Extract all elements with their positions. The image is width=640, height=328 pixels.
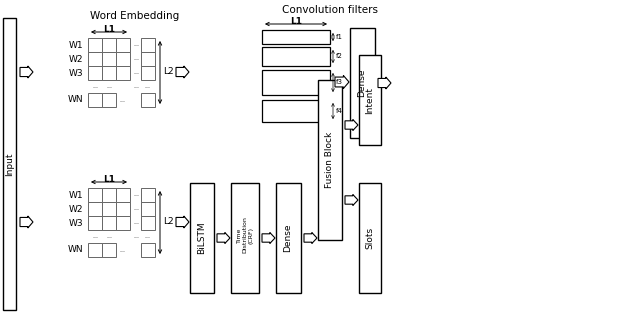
Text: ...: ... [133,84,139,89]
Text: W2: W2 [68,54,83,64]
Text: ...: ... [133,71,139,75]
Text: f4: f4 [335,108,342,114]
Bar [141,243,155,257]
Bar [88,216,102,230]
Bar [262,30,330,44]
Bar [359,55,381,145]
Bar [102,216,116,230]
Bar [102,243,116,257]
Bar [262,70,330,95]
Text: Convolution filters: Convolution filters [282,5,378,15]
Bar [88,202,102,216]
Polygon shape [304,233,317,243]
Text: W3: W3 [68,69,83,77]
Text: ...: ... [106,84,112,89]
Bar [262,100,330,122]
Bar [350,28,375,138]
Bar [141,202,155,216]
Text: Fusion Block: Fusion Block [326,132,335,188]
Bar [88,66,102,80]
Text: f3: f3 [335,79,342,85]
Text: L2: L2 [163,217,173,227]
Text: ...: ... [133,43,139,48]
Text: L1: L1 [103,174,115,183]
Text: W1: W1 [68,191,83,199]
Bar [116,202,130,216]
Text: ...: ... [133,207,139,212]
Polygon shape [217,233,230,243]
Bar [116,188,130,202]
Bar [102,93,116,107]
Text: Input: Input [5,152,14,176]
Text: L1: L1 [103,25,115,33]
Text: ...: ... [119,248,125,253]
Polygon shape [176,66,189,78]
Text: ...: ... [144,234,150,238]
Text: Slots: Slots [365,227,374,249]
Polygon shape [176,216,189,228]
Polygon shape [20,216,33,228]
Bar [116,216,130,230]
Text: f2: f2 [335,53,342,59]
Bar [88,188,102,202]
Polygon shape [345,195,358,206]
Text: ...: ... [133,220,139,226]
Text: ...: ... [144,84,150,89]
Text: ...: ... [119,97,125,102]
Bar [141,188,155,202]
Text: Word Embedding: Word Embedding [90,11,180,21]
Bar [102,38,116,52]
Text: L1: L1 [290,16,302,26]
Text: ...: ... [92,84,98,89]
Text: ...: ... [106,234,112,238]
Bar [88,52,102,66]
Text: ...: ... [133,56,139,62]
Bar [116,38,130,52]
Polygon shape [20,66,33,78]
Bar [262,47,330,66]
Bar [102,202,116,216]
Bar [318,80,342,240]
Text: Intent: Intent [365,87,374,113]
Bar [116,52,130,66]
Bar [231,183,259,293]
Bar [141,38,155,52]
Text: BiLSTM: BiLSTM [198,222,207,254]
Text: f1: f1 [335,34,342,40]
Text: W3: W3 [68,218,83,228]
Bar [116,66,130,80]
Bar [141,93,155,107]
Bar [190,183,214,293]
Bar [3,18,16,310]
Text: Dense: Dense [358,69,367,97]
Polygon shape [335,75,349,89]
Text: ...: ... [133,193,139,197]
Bar [88,243,102,257]
Text: Time
Distribution
(CRF): Time Distribution (CRF) [237,216,253,254]
Bar [102,188,116,202]
Text: ...: ... [92,234,98,238]
Bar [88,93,102,107]
Bar [102,52,116,66]
Text: W2: W2 [68,204,83,214]
Text: WN: WN [67,245,83,255]
Bar [276,183,301,293]
Text: Dense: Dense [284,224,292,252]
Bar [102,66,116,80]
Text: L2: L2 [163,68,173,76]
Text: W1: W1 [68,40,83,50]
Polygon shape [262,233,275,243]
Bar [88,38,102,52]
Bar [359,183,381,293]
Polygon shape [345,119,358,131]
Bar [141,216,155,230]
Text: WN: WN [67,95,83,105]
Bar [141,66,155,80]
Polygon shape [378,77,391,89]
Text: ...: ... [133,234,139,238]
Bar [141,52,155,66]
